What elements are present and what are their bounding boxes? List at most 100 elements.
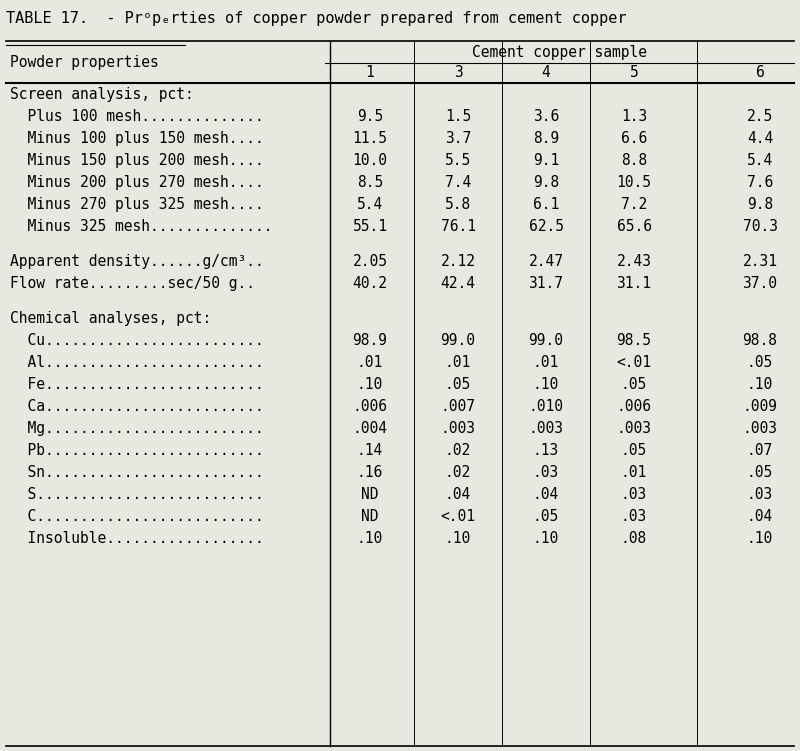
Text: 6.1: 6.1 bbox=[533, 197, 559, 212]
Text: Fe.........................: Fe......................... bbox=[10, 378, 264, 393]
Text: Sn.........................: Sn......................... bbox=[10, 466, 264, 481]
Text: .10: .10 bbox=[747, 532, 773, 547]
Text: Insoluble..................: Insoluble.................. bbox=[10, 532, 264, 547]
Text: Minus 270 plus 325 mesh....: Minus 270 plus 325 mesh.... bbox=[10, 197, 264, 212]
Text: 2.31: 2.31 bbox=[742, 254, 778, 269]
Text: 2.12: 2.12 bbox=[441, 254, 475, 269]
Text: TABLE 17.  - Prᵒpₑrties of copper powder prepared from cement copper: TABLE 17. - Prᵒpₑrties of copper powder … bbox=[6, 11, 626, 26]
Text: 9.5: 9.5 bbox=[357, 109, 383, 124]
Text: .010: .010 bbox=[529, 400, 563, 415]
Text: 10.5: 10.5 bbox=[617, 175, 651, 190]
Text: .01: .01 bbox=[533, 355, 559, 370]
Text: 8.8: 8.8 bbox=[621, 153, 647, 168]
Text: .003: .003 bbox=[529, 421, 563, 436]
Text: .003: .003 bbox=[441, 421, 475, 436]
Text: Chemical analyses, pct:: Chemical analyses, pct: bbox=[10, 312, 211, 327]
Text: .006: .006 bbox=[353, 400, 387, 415]
Text: Minus 200 plus 270 mesh....: Minus 200 plus 270 mesh.... bbox=[10, 175, 264, 190]
Text: Pb.........................: Pb......................... bbox=[10, 443, 264, 458]
Text: 31.1: 31.1 bbox=[617, 276, 651, 291]
Text: 40.2: 40.2 bbox=[353, 276, 387, 291]
Text: Minus 100 plus 150 mesh....: Minus 100 plus 150 mesh.... bbox=[10, 131, 264, 146]
Text: Powder properties: Powder properties bbox=[10, 56, 158, 71]
Text: 2.43: 2.43 bbox=[617, 254, 651, 269]
Text: 65.6: 65.6 bbox=[617, 219, 651, 234]
Text: 8.5: 8.5 bbox=[357, 175, 383, 190]
Text: .03: .03 bbox=[621, 487, 647, 502]
Text: .03: .03 bbox=[747, 487, 773, 502]
Text: Mg.........................: Mg......................... bbox=[10, 421, 264, 436]
Text: 3.7: 3.7 bbox=[445, 131, 471, 146]
Text: .04: .04 bbox=[533, 487, 559, 502]
Text: .16: .16 bbox=[357, 466, 383, 481]
Text: .10: .10 bbox=[533, 378, 559, 393]
Text: 5.4: 5.4 bbox=[357, 197, 383, 212]
Text: 76.1: 76.1 bbox=[441, 219, 475, 234]
Text: .02: .02 bbox=[445, 443, 471, 458]
Text: .05: .05 bbox=[747, 355, 773, 370]
Text: .13: .13 bbox=[533, 443, 559, 458]
Text: ND: ND bbox=[362, 487, 378, 502]
Text: Plus 100 mesh..............: Plus 100 mesh.............. bbox=[10, 109, 264, 124]
Text: 98.9: 98.9 bbox=[353, 333, 387, 348]
Text: 11.5: 11.5 bbox=[353, 131, 387, 146]
Text: 8.9: 8.9 bbox=[533, 131, 559, 146]
Text: 3: 3 bbox=[454, 65, 462, 80]
Text: .01: .01 bbox=[445, 355, 471, 370]
Text: .07: .07 bbox=[747, 443, 773, 458]
Text: Minus 150 plus 200 mesh....: Minus 150 plus 200 mesh.... bbox=[10, 153, 264, 168]
Text: ND: ND bbox=[362, 509, 378, 524]
Text: Flow rate.........sec/50 g..: Flow rate.........sec/50 g.. bbox=[10, 276, 255, 291]
Text: 98.8: 98.8 bbox=[742, 333, 778, 348]
Text: .10: .10 bbox=[445, 532, 471, 547]
Text: 3.6: 3.6 bbox=[533, 109, 559, 124]
Text: 31.7: 31.7 bbox=[529, 276, 563, 291]
Text: Apparent density......g/cm³..: Apparent density......g/cm³.. bbox=[10, 254, 264, 269]
Text: .03: .03 bbox=[621, 509, 647, 524]
Text: .10: .10 bbox=[357, 532, 383, 547]
Text: 2.5: 2.5 bbox=[747, 109, 773, 124]
Text: .03: .03 bbox=[533, 466, 559, 481]
Text: Cu.........................: Cu......................... bbox=[10, 333, 264, 348]
Text: .04: .04 bbox=[747, 509, 773, 524]
Text: C..........................: C.......................... bbox=[10, 509, 264, 524]
Text: Al.........................: Al......................... bbox=[10, 355, 264, 370]
Text: .10: .10 bbox=[357, 378, 383, 393]
Text: Minus 325 mesh..............: Minus 325 mesh.............. bbox=[10, 219, 273, 234]
Text: 98.5: 98.5 bbox=[617, 333, 651, 348]
Text: 99.0: 99.0 bbox=[441, 333, 475, 348]
Text: 7.2: 7.2 bbox=[621, 197, 647, 212]
Text: .01: .01 bbox=[621, 466, 647, 481]
Text: 42.4: 42.4 bbox=[441, 276, 475, 291]
Text: .05: .05 bbox=[621, 443, 647, 458]
Text: <.01: <.01 bbox=[617, 355, 651, 370]
Text: .006: .006 bbox=[617, 400, 651, 415]
Text: 4.4: 4.4 bbox=[747, 131, 773, 146]
Text: 99.0: 99.0 bbox=[529, 333, 563, 348]
Text: .08: .08 bbox=[621, 532, 647, 547]
Text: .02: .02 bbox=[445, 466, 471, 481]
Text: 5.8: 5.8 bbox=[445, 197, 471, 212]
Text: 10.0: 10.0 bbox=[353, 153, 387, 168]
Text: .003: .003 bbox=[742, 421, 778, 436]
Text: 55.1: 55.1 bbox=[353, 219, 387, 234]
Text: 9.8: 9.8 bbox=[533, 175, 559, 190]
Text: 1.5: 1.5 bbox=[445, 109, 471, 124]
Text: 5.4: 5.4 bbox=[747, 153, 773, 168]
Text: .05: .05 bbox=[445, 378, 471, 393]
Text: 2.05: 2.05 bbox=[353, 254, 387, 269]
Text: .10: .10 bbox=[747, 378, 773, 393]
Text: .14: .14 bbox=[357, 443, 383, 458]
Text: 1.3: 1.3 bbox=[621, 109, 647, 124]
Text: 7.4: 7.4 bbox=[445, 175, 471, 190]
Text: 62.5: 62.5 bbox=[529, 219, 563, 234]
Text: 9.8: 9.8 bbox=[747, 197, 773, 212]
Text: .009: .009 bbox=[742, 400, 778, 415]
Text: 7.6: 7.6 bbox=[747, 175, 773, 190]
Text: 6: 6 bbox=[756, 65, 764, 80]
Text: 6.6: 6.6 bbox=[621, 131, 647, 146]
Text: 37.0: 37.0 bbox=[742, 276, 778, 291]
Text: 5.5: 5.5 bbox=[445, 153, 471, 168]
Text: 5: 5 bbox=[630, 65, 638, 80]
Text: .004: .004 bbox=[353, 421, 387, 436]
